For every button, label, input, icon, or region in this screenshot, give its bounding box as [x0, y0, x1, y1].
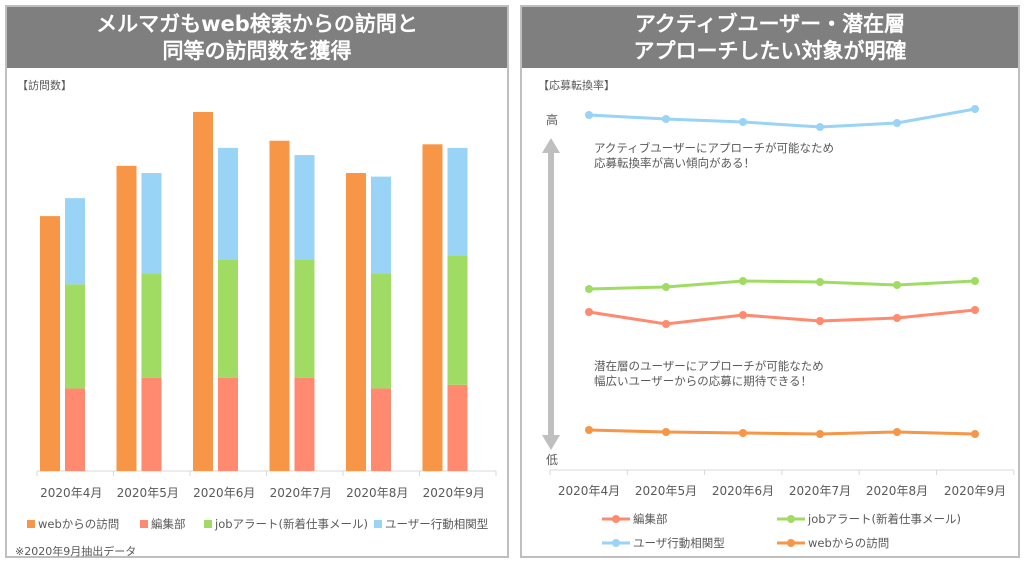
data-point: [971, 277, 979, 285]
legend-label: ユーザ行動相関型: [633, 536, 725, 550]
legend-label: jobアラート(新着仕事メール): [807, 512, 961, 526]
bar-segment: [447, 384, 468, 471]
data-point: [739, 429, 747, 437]
data-point: [816, 317, 824, 325]
data-point: [662, 320, 670, 328]
bar-web: [116, 165, 137, 471]
series-line: [588, 279, 976, 291]
data-point: [816, 123, 824, 131]
bar-segment: [371, 176, 391, 274]
data-point: [662, 283, 670, 291]
legend-label: webからの訪問: [38, 517, 119, 531]
bar-web: [269, 140, 290, 471]
legend-label: webからの訪問: [808, 536, 889, 550]
data-point: [893, 314, 901, 322]
legend-label: ユーザー行動相関型: [385, 517, 488, 531]
bar-segment: [294, 259, 315, 378]
data-point: [662, 428, 670, 436]
data-point: [971, 430, 979, 438]
bar-segment: [218, 259, 238, 378]
x-tick-label: 2020年7月: [270, 486, 332, 500]
annotation-active: アクティブユーザーにアプローチが可能なため 応募転換率が高い傾向がある！: [594, 141, 835, 170]
data-point: [662, 115, 670, 123]
bar-web: [193, 112, 213, 471]
data-point: [893, 119, 901, 127]
bar-segment: [141, 173, 162, 274]
series-line: [588, 107, 976, 129]
bar-segment: [447, 147, 468, 256]
x-tick-label: 2020年6月: [193, 486, 255, 500]
data-point: [971, 105, 979, 113]
bar-segment: [218, 377, 238, 471]
bar-y-label: 【訪問数】: [17, 79, 72, 92]
bar-segment: [65, 284, 85, 389]
legend-swatch: [374, 520, 382, 528]
data-point: [585, 426, 593, 434]
data-point: [739, 118, 747, 126]
left-panel: メルマガもweb検索からの訪問と 同等の訪問数を獲得 【訪問数】 ※2020年9…: [5, 5, 509, 558]
right-title: アクティブユーザー・潜在層 アプローチしたい対象が明確: [522, 7, 1018, 68]
level-arrow-icon: [542, 138, 560, 450]
legend-label: 編集部: [151, 517, 186, 531]
data-point: [585, 308, 593, 316]
data-point: [816, 278, 824, 286]
bar-web: [422, 144, 443, 471]
x-tick-label: 2020年4月: [40, 486, 102, 500]
bar-chart: 2020年4月 2020年5月 2020年6月 2020年7月 2020年8月 2020年…: [27, 112, 497, 531]
bar-segment: [141, 273, 162, 378]
x-tick-label: 2020年4月: [558, 484, 620, 498]
x-tick-label: 2020年5月: [635, 484, 697, 498]
left-title: メルマガもweb検索からの訪問と 同等の訪問数を獲得: [7, 7, 507, 68]
bar-segment: [141, 377, 162, 471]
bar-segment: [447, 255, 468, 385]
legend-swatch: [27, 520, 35, 528]
bar-segment: [218, 147, 238, 260]
bar-segment: [371, 388, 391, 471]
bar-segment: [294, 377, 315, 471]
data-point: [893, 428, 901, 436]
x-tick-label: 2020年5月: [117, 486, 179, 500]
data-point: [971, 306, 979, 314]
series-line: [588, 428, 976, 436]
right-panel: アクティブユーザー・潜在層 アプローチしたい対象が明確 【応募転換率】 高 低 …: [520, 5, 1020, 558]
low-label: 低: [546, 453, 559, 467]
data-point: [893, 281, 901, 289]
series-line: [588, 308, 976, 326]
x-tick-label: 2020年8月: [866, 484, 928, 498]
annotation-latent: 潜在層のユーザーにアプローチが可能なため 幅広いユーザーからの応募に期待できる！: [594, 359, 824, 388]
x-tick-label: 2020年7月: [789, 484, 851, 498]
bar-segment: [294, 155, 315, 260]
legend-swatch: [204, 520, 212, 528]
line-chart: 2020年4月 2020年5月 2020年6月 2020年7月 2020年8月 2020年…: [549, 105, 1015, 550]
data-point: [585, 285, 593, 293]
data-point: [739, 311, 747, 319]
high-label: 高: [546, 113, 559, 127]
bar-segment: [371, 273, 391, 389]
legend-marker: [612, 515, 620, 523]
data-point: [816, 430, 824, 438]
legend-marker: [787, 539, 795, 547]
line-y-label: 【応募転換率】: [538, 79, 615, 92]
bar-web: [40, 216, 60, 471]
data-point: [739, 277, 747, 285]
x-tick-label: 2020年9月: [944, 484, 1006, 498]
legend-marker: [612, 539, 620, 547]
footnote: ※2020年9月抽出データ: [15, 545, 137, 558]
legend-label: jobアラート(新着仕事メール): [214, 517, 368, 531]
legend-label: 編集部: [633, 512, 668, 526]
x-tick-label: 2020年9月: [423, 486, 485, 500]
bar-segment: [65, 388, 85, 471]
data-point: [585, 111, 593, 119]
x-tick-label: 2020年8月: [346, 486, 408, 500]
legend-marker: [787, 515, 795, 523]
bar-segment: [65, 198, 85, 285]
bar-web: [346, 173, 366, 471]
x-tick-label: 2020年6月: [712, 484, 774, 498]
legend-swatch: [140, 520, 148, 528]
